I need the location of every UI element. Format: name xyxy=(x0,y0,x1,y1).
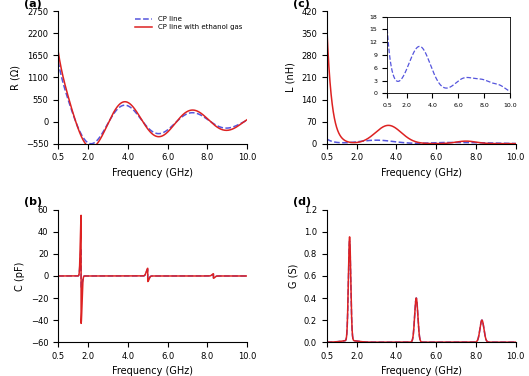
CP line xyxy=(178,115,185,120)
CP line xyxy=(168,124,175,129)
Y-axis label: L (nH): L (nH) xyxy=(286,62,296,92)
Text: (d): (d) xyxy=(293,197,311,207)
CP line with ethanol gas xyxy=(168,126,175,130)
CP line with ethanol gas xyxy=(55,49,61,54)
Line: CP line with ethanol gas: CP line with ethanol gas xyxy=(58,52,247,147)
CP line with ethanol gas xyxy=(196,110,203,114)
Y-axis label: R (Ω): R (Ω) xyxy=(10,65,20,90)
CP line with ethanol gas xyxy=(127,102,134,106)
Y-axis label: C (pF): C (pF) xyxy=(15,261,25,291)
CP line xyxy=(88,141,94,146)
X-axis label: Frequency (GHz): Frequency (GHz) xyxy=(112,168,193,178)
X-axis label: Frequency (GHz): Frequency (GHz) xyxy=(381,168,462,178)
Legend: CP line, CP line with ethanol gas: CP line, CP line with ethanol gas xyxy=(134,15,244,32)
Text: (a): (a) xyxy=(24,0,42,9)
Text: (c): (c) xyxy=(293,0,309,9)
X-axis label: Frequency (GHz): Frequency (GHz) xyxy=(381,367,462,376)
CP line with ethanol gas xyxy=(244,117,250,122)
Line: CP line: CP line xyxy=(58,61,247,144)
Y-axis label: G (S): G (S) xyxy=(288,264,298,288)
CP line xyxy=(211,121,217,126)
CP line with ethanol gas xyxy=(89,145,96,150)
Text: (b): (b) xyxy=(24,197,42,207)
CP line with ethanol gas xyxy=(88,145,94,150)
CP line with ethanol gas xyxy=(178,114,185,118)
CP line xyxy=(89,141,96,146)
CP line xyxy=(196,112,203,117)
CP line with ethanol gas xyxy=(211,122,217,127)
CP line xyxy=(55,59,61,64)
X-axis label: Frequency (GHz): Frequency (GHz) xyxy=(112,367,193,376)
CP line xyxy=(127,105,134,109)
CP line xyxy=(244,118,250,122)
